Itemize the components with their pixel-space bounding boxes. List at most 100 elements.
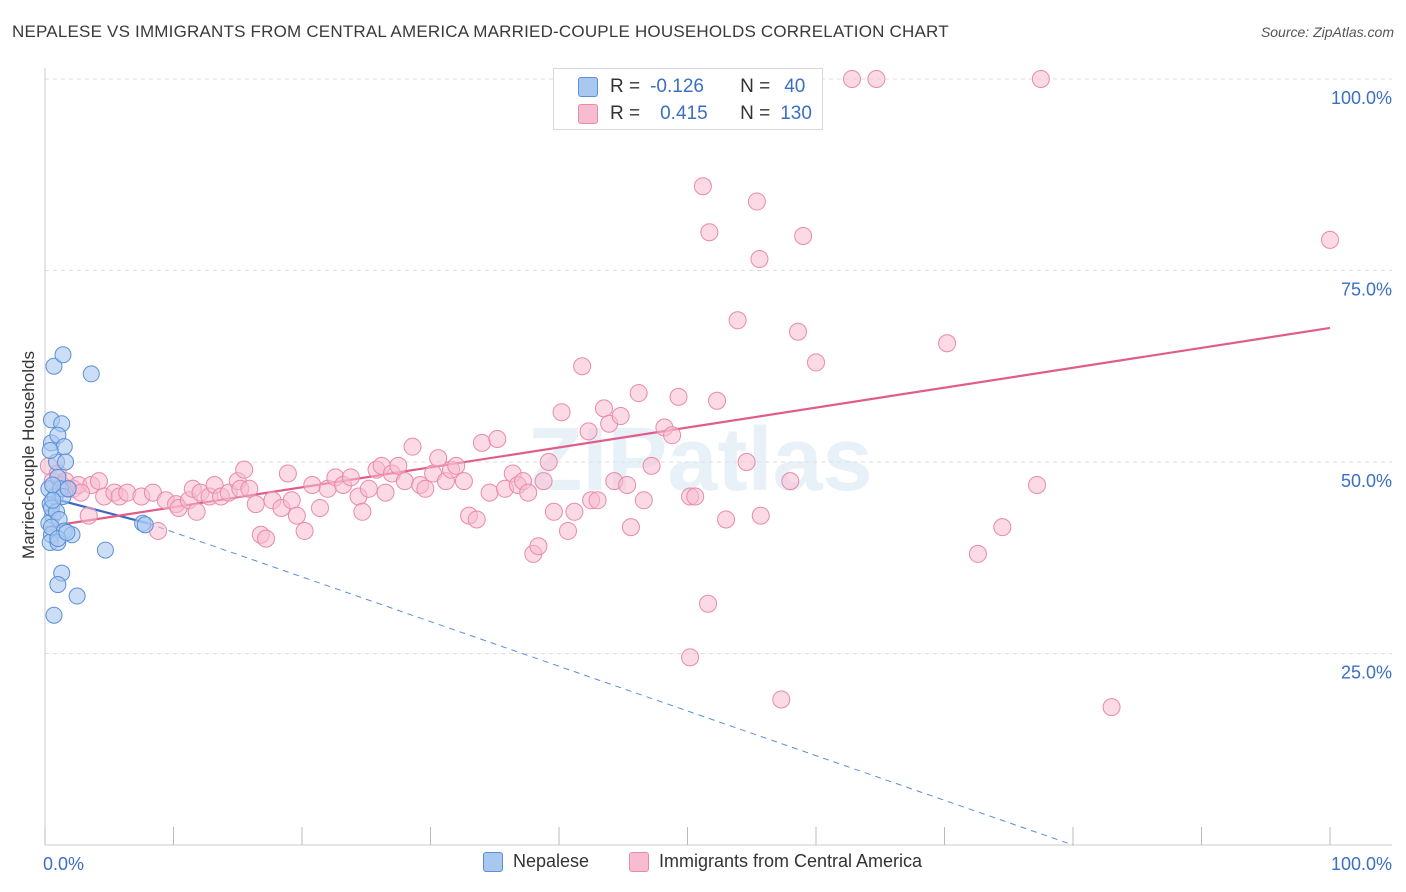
central-america-point <box>359 479 378 498</box>
central-america-point <box>717 510 736 529</box>
central-america-point <box>579 422 598 441</box>
central-america-point <box>772 690 791 709</box>
y-tick-label: 100.0% <box>1331 88 1392 108</box>
y-tick-label: 50.0% <box>1341 471 1392 491</box>
legend-swatch-nepalese <box>578 77 598 97</box>
legend-row-central-america: R = 0.415 N = 130 <box>578 102 812 126</box>
central-america-point <box>278 464 297 483</box>
nepalese-point <box>49 576 67 594</box>
nepalese-point <box>45 357 63 375</box>
central-america-point <box>287 506 306 525</box>
nepalese-point <box>136 516 154 534</box>
central-america-point <box>303 475 322 494</box>
legend-n-value: 40 <box>784 76 806 97</box>
central-america-point <box>728 311 747 330</box>
central-america-point <box>79 506 98 525</box>
central-america-point <box>235 460 254 479</box>
central-america-point <box>663 426 682 445</box>
central-america-point <box>89 472 108 491</box>
source-label: Source: ZipAtlas.com <box>1260 24 1394 40</box>
central-america-point <box>621 518 640 537</box>
central-america-point <box>642 456 661 475</box>
legend-swatch-nepalese <box>483 851 503 872</box>
tick-labels: 100.0% 75.0% 50.0% 25.0% 0.0% 100.0% <box>43 88 1392 874</box>
central-america-point <box>938 334 957 353</box>
legend-n-label: N = <box>740 76 771 97</box>
central-america-point <box>403 437 422 456</box>
legend-swatch-central-america <box>629 851 649 872</box>
nepalese-point <box>41 442 59 460</box>
central-america-point <box>395 472 414 491</box>
central-america-point <box>558 521 577 540</box>
central-america-point <box>699 594 718 613</box>
central-america-point <box>708 391 727 410</box>
central-america-point <box>1028 475 1047 494</box>
central-america-point <box>488 430 507 449</box>
central-america-points <box>39 70 1339 717</box>
central-america-point <box>594 399 613 418</box>
central-america-point <box>1031 70 1050 88</box>
trend-lines <box>44 326 1331 846</box>
central-america-point <box>454 472 473 491</box>
central-america-point <box>467 510 486 529</box>
legend-r-value: -0.126 <box>650 76 704 97</box>
legend-label-central-america: Immigrants from Central America <box>659 851 923 871</box>
series-legend: Nepalese Immigrants from Central America <box>0 851 1406 879</box>
legend-r-label: R = <box>610 103 641 124</box>
central-america-point <box>282 491 301 510</box>
central-america-point <box>693 177 712 196</box>
grid-lines <box>45 78 1392 654</box>
nepalese-trend-extension <box>147 522 1074 846</box>
central-america-point <box>573 357 592 376</box>
chart-title: NEPALESE VS IMMIGRANTS FROM CENTRAL AMER… <box>12 22 949 41</box>
central-america-point <box>353 502 372 521</box>
central-america-point <box>539 453 558 471</box>
nepalese-point <box>44 491 62 509</box>
central-america-point <box>588 491 607 510</box>
central-america-point <box>686 487 705 506</box>
x-tick-label: 100.0% <box>1331 854 1392 874</box>
central-america-point <box>295 521 314 540</box>
central-america-point <box>257 529 276 548</box>
y-axis-label: Married-couple Households <box>19 351 38 559</box>
legend-r-value: 0.415 <box>660 103 708 124</box>
central-america-point <box>240 479 259 498</box>
nepalese-point <box>54 346 72 364</box>
nepalese-point <box>59 480 77 498</box>
legend-item-central-america: Immigrants from Central America <box>629 851 922 872</box>
central-america-point <box>552 403 571 422</box>
nepalese-point <box>82 365 100 383</box>
y-tick-label: 25.0% <box>1341 663 1392 683</box>
nepalese-point <box>45 606 63 624</box>
central-america-point <box>534 472 553 491</box>
central-america-point <box>376 483 395 502</box>
central-america-point <box>416 479 435 498</box>
central-america-point <box>669 387 688 406</box>
central-america-point <box>1321 230 1339 249</box>
central-america-point <box>634 491 653 510</box>
central-america-point <box>789 322 808 341</box>
central-america-point <box>246 495 265 514</box>
legend-swatch-central-america <box>578 104 598 124</box>
legend-n-label: N = <box>740 103 771 124</box>
central-america-point <box>519 483 538 502</box>
central-america-point <box>611 407 630 426</box>
nepalese-point <box>57 453 75 471</box>
central-america-point <box>681 648 700 667</box>
central-america-point <box>565 502 584 521</box>
central-america-point <box>341 468 360 487</box>
central-america-point <box>807 353 825 372</box>
central-america-point <box>472 433 491 452</box>
legend-label-nepalese: Nepalese <box>513 851 590 871</box>
central-america-point <box>618 475 637 494</box>
central-america-point <box>781 472 800 491</box>
nepalese-point <box>96 541 114 559</box>
central-america-point <box>747 192 766 211</box>
legend-r-label: R = <box>610 76 641 97</box>
central-america-point <box>842 70 861 88</box>
central-america-point <box>429 449 448 468</box>
central-america-point <box>737 453 756 471</box>
nepalese-point <box>68 587 86 605</box>
central-america-point <box>1102 698 1121 717</box>
